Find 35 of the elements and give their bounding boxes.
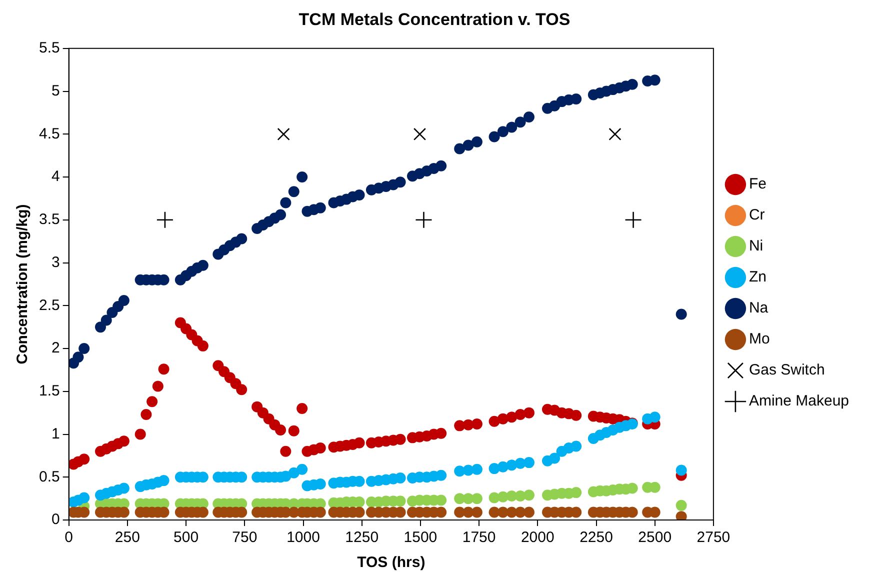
legend-label: Gas Switch bbox=[748, 362, 825, 379]
x-tick-label: 750 bbox=[232, 529, 258, 546]
legend-label: Mo bbox=[748, 330, 770, 348]
y-tick-label: 0.5 bbox=[38, 468, 60, 486]
x-tick-label: 2750 bbox=[696, 529, 730, 546]
x-tick-label: 2500 bbox=[638, 529, 672, 546]
y-tick-label: 2 bbox=[52, 340, 60, 357]
y-tick-label: 1 bbox=[52, 425, 60, 442]
y-axis-title: Concentration (mg/kg) bbox=[14, 204, 32, 364]
legend-label: Na bbox=[748, 300, 769, 317]
x-tick-label: 1250 bbox=[345, 529, 379, 546]
y-tick-label: 0 bbox=[52, 511, 60, 528]
y-tick-label: 2.5 bbox=[38, 296, 60, 314]
x-tick-label: 1500 bbox=[404, 529, 438, 546]
y-tick-label: 4 bbox=[52, 168, 60, 186]
x-tick-label: 250 bbox=[114, 529, 140, 546]
y-tick-label: 1.5 bbox=[38, 382, 60, 400]
legend-label: Ni bbox=[748, 238, 764, 255]
y-tick-label: 5 bbox=[52, 82, 60, 100]
y-tick-label: 3.5 bbox=[38, 211, 60, 228]
legend-label: Amine Makeup bbox=[748, 392, 850, 410]
x-axis-title: TOS (hrs) bbox=[357, 554, 426, 572]
x-tick-label: 1000 bbox=[286, 529, 320, 546]
y-tick-label: 5.5 bbox=[38, 40, 60, 57]
legend-label: Cr bbox=[748, 206, 765, 224]
x-tick-label: 500 bbox=[174, 529, 199, 546]
x-tick-label: 2250 bbox=[580, 529, 613, 546]
x-tick-label: 0 bbox=[64, 529, 74, 546]
x-tick-label: 1750 bbox=[462, 529, 496, 546]
y-tick-label: 4.5 bbox=[38, 125, 60, 142]
legend-label: Fe bbox=[748, 176, 766, 193]
x-tick-label: 2000 bbox=[520, 529, 554, 546]
legend-label: Zn bbox=[748, 268, 766, 286]
chart-title: TCM Metals Concentration v. TOS bbox=[298, 10, 570, 29]
y-tick-label: 3 bbox=[52, 254, 60, 271]
